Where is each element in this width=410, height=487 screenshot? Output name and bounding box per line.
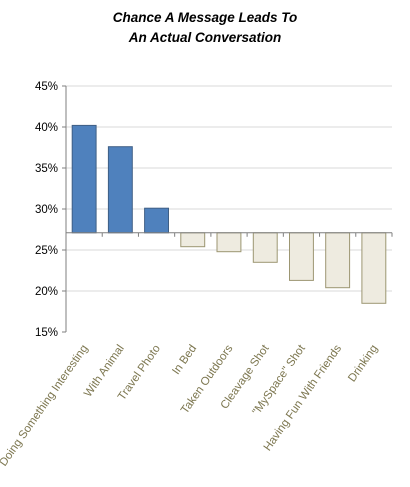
bar-1: [107, 146, 133, 234]
y-tick-labels: 15% 20% 25% 30% 35% 40% 45%: [35, 81, 58, 339]
y-tick-label: 45%: [35, 81, 58, 93]
bar-3: [180, 232, 206, 248]
chart-title-line-2: An Actual Conversation: [128, 30, 282, 45]
x-tick-label: Drinking: [346, 343, 380, 384]
x-tick-label: Having Fun With Friends: [262, 343, 345, 454]
chart-title: Chance A Message Leads To An Actual Conv…: [113, 10, 298, 45]
y-tick-label: 35%: [35, 163, 58, 175]
axes: [62, 85, 393, 333]
x-tick-label: In Bed: [170, 343, 199, 377]
y-tick-label: 40%: [35, 122, 58, 134]
bar-7: [325, 232, 351, 289]
bar-2: [144, 207, 170, 234]
y-tick-label: 15%: [35, 327, 58, 339]
x-tick-label: Doing Something Interesting: [0, 343, 91, 469]
bars: [71, 124, 387, 304]
bar-6: [289, 232, 314, 281]
y-tick-label: 25%: [35, 245, 58, 257]
chart-title-line-1: Chance A Message Leads To: [113, 10, 298, 25]
bar-5: [252, 232, 278, 263]
y-tick-label: 30%: [35, 204, 58, 216]
bar-4: [216, 232, 242, 253]
bar-0: [71, 124, 97, 234]
y-tick-label: 20%: [35, 286, 58, 298]
bar-8: [361, 232, 387, 304]
